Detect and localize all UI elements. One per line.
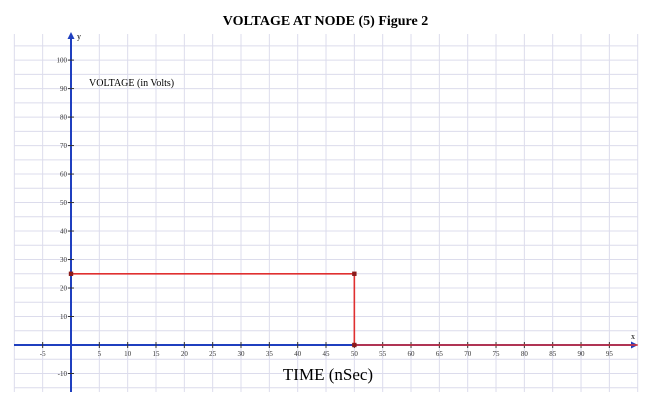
x-tick-label: 80	[521, 350, 529, 358]
x-tick-label: 55	[379, 350, 387, 358]
data-point-marker	[352, 271, 357, 276]
x-tick-label: 10	[124, 350, 132, 358]
x-tick-label: -5	[40, 350, 46, 358]
y-tick-label: 90	[60, 85, 68, 93]
y-tick-label: 50	[60, 199, 68, 207]
y-tick-label: 100	[57, 57, 68, 65]
x-axis-label: TIME (nSec)	[283, 365, 373, 384]
data-point-marker	[68, 271, 74, 276]
x-tick-label: 50	[351, 350, 359, 358]
y-tick-label: 80	[60, 114, 68, 122]
x-tick-label: 45	[323, 350, 331, 358]
voltage-series-line	[71, 272, 638, 346]
x-tick-label: 30	[238, 350, 246, 358]
y-tick-label: -10	[58, 370, 68, 378]
x-tick-label: 25	[209, 350, 217, 358]
y-axis-arrow	[67, 32, 75, 39]
y-axis-letter: y	[77, 32, 81, 41]
y-tick-label: 20	[60, 285, 68, 293]
x-tick-label: 40	[294, 350, 302, 358]
chart-title: VOLTAGE AT NODE (5) Figure 2	[222, 14, 429, 29]
x-tick-label: 75	[493, 350, 501, 358]
x-tick-label: 95	[606, 350, 614, 358]
x-tick-label: 60	[408, 350, 416, 358]
y-tick-label: 70	[60, 142, 68, 150]
x-tick-label: 90	[578, 350, 586, 358]
x-tick-label: 70	[464, 350, 472, 358]
x-tick-label: 15	[153, 350, 161, 358]
x-tick-label: 5	[98, 350, 102, 358]
x-tick-label: 20	[181, 350, 189, 358]
y-tick-label: 30	[60, 256, 68, 264]
x-tick-label: 85	[549, 350, 557, 358]
x-tick-label: 65	[436, 350, 444, 358]
y-tick-label: 60	[60, 171, 68, 179]
y-axis-label: VOLTAGE (in Volts)	[89, 78, 174, 89]
x-tick-label: 35	[266, 350, 274, 358]
x-axis-letter: x	[631, 332, 635, 341]
y-tick-label: 10	[60, 313, 68, 321]
data-point-marker	[352, 342, 357, 348]
y-tick-label: 40	[60, 228, 68, 236]
